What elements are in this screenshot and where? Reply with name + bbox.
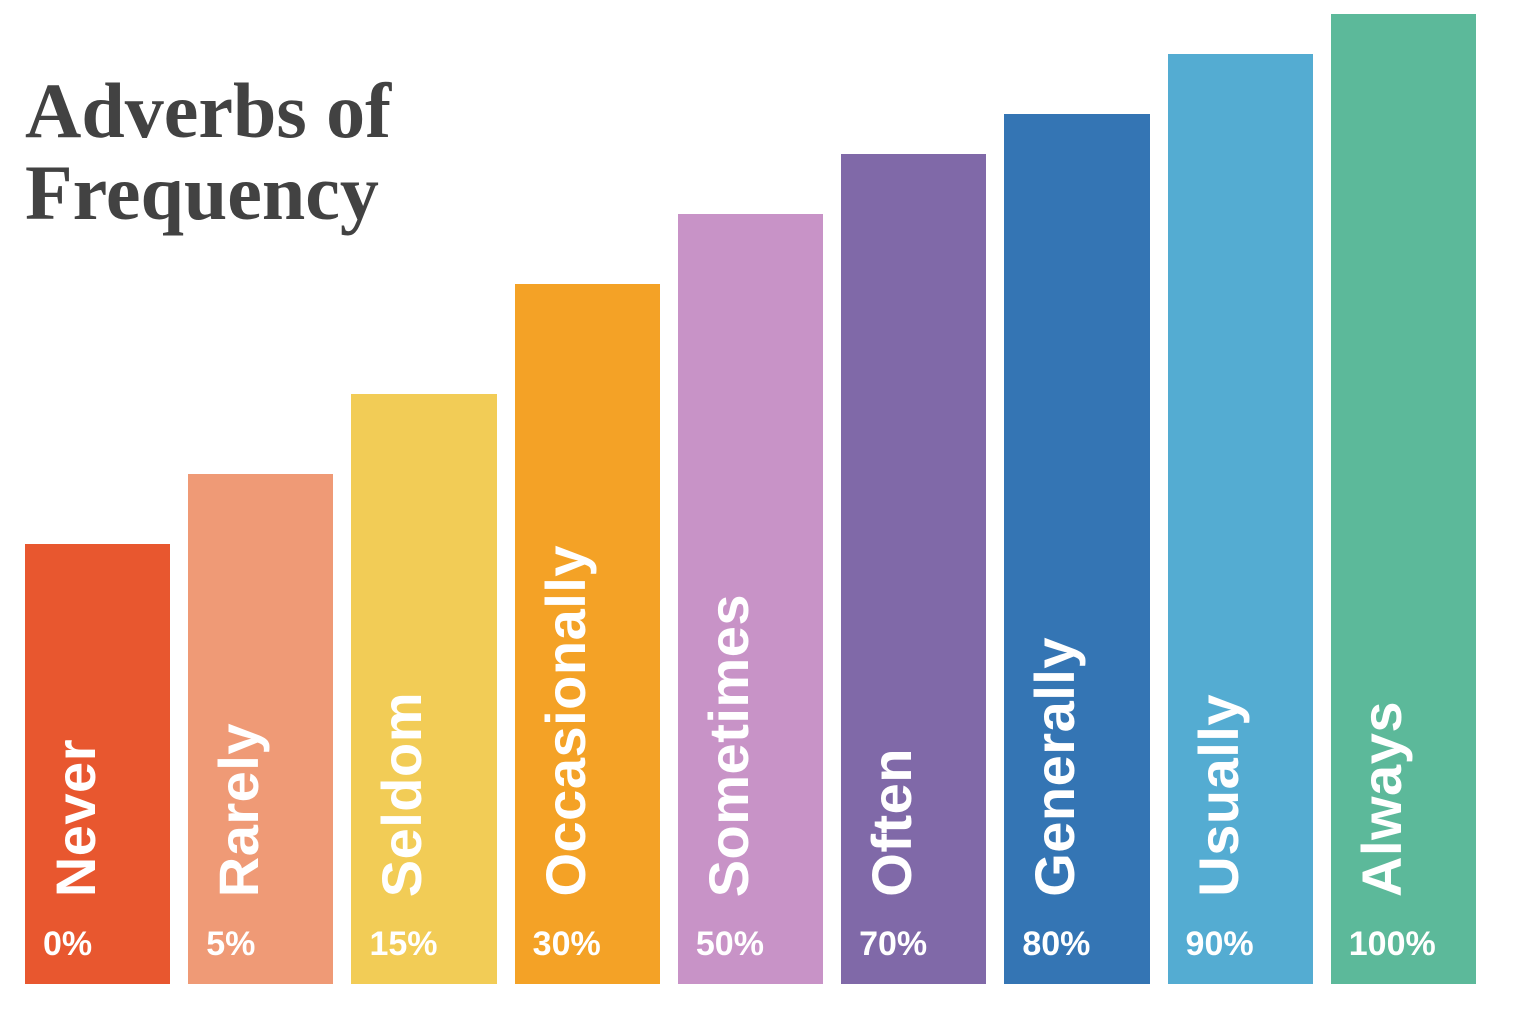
bar: Often 70% [841, 154, 986, 984]
bar: Occasionally 30% [515, 284, 660, 984]
bar-wrapper: Sometimes 50% [678, 14, 823, 984]
bar-wrapper: Occasionally 30% [515, 14, 660, 984]
bar-percentage: 5% [206, 925, 255, 964]
bar-percentage: 80% [1022, 925, 1090, 964]
bar-percentage: 70% [859, 925, 927, 964]
bar-label: Rarely [206, 723, 271, 897]
bar-label: Never [43, 739, 108, 897]
bar-percentage: 15% [369, 925, 437, 964]
bar-wrapper: Rarely 5% [188, 14, 333, 984]
bar-label: Usually [1186, 694, 1251, 897]
bar-percentage: 30% [533, 925, 601, 964]
bar-label: Often [859, 748, 924, 897]
bar: Sometimes 50% [678, 214, 823, 984]
bar: Rarely 5% [188, 474, 333, 984]
bar: Seldom 15% [351, 394, 496, 984]
bar-percentage: 0% [43, 925, 92, 964]
bar-wrapper: Generally 80% [1004, 14, 1149, 984]
bar-chart: Never 0% Rarely 5% Seldom 15% Occasionally 30% S… [25, 14, 1476, 984]
bar-percentage: 50% [696, 925, 764, 964]
bar-wrapper: Seldom 15% [351, 14, 496, 984]
bar: Usually 90% [1168, 54, 1313, 984]
bar-label: Always [1349, 701, 1414, 897]
bar-label: Sometimes [696, 594, 761, 897]
bar-label: Occasionally [533, 545, 598, 897]
bar-wrapper: Usually 90% [1168, 14, 1313, 984]
bar-percentage: 100% [1349, 925, 1436, 964]
bar-wrapper: Always 100% [1331, 14, 1476, 984]
bar-wrapper: Never 0% [25, 14, 170, 984]
bar: Generally 80% [1004, 114, 1149, 984]
bar: Always 100% [1331, 14, 1476, 984]
bar: Never 0% [25, 544, 170, 984]
bar-label: Seldom [369, 692, 434, 897]
bar-wrapper: Often 70% [841, 14, 986, 984]
bar-label: Generally [1022, 637, 1087, 897]
bar-percentage: 90% [1186, 925, 1254, 964]
